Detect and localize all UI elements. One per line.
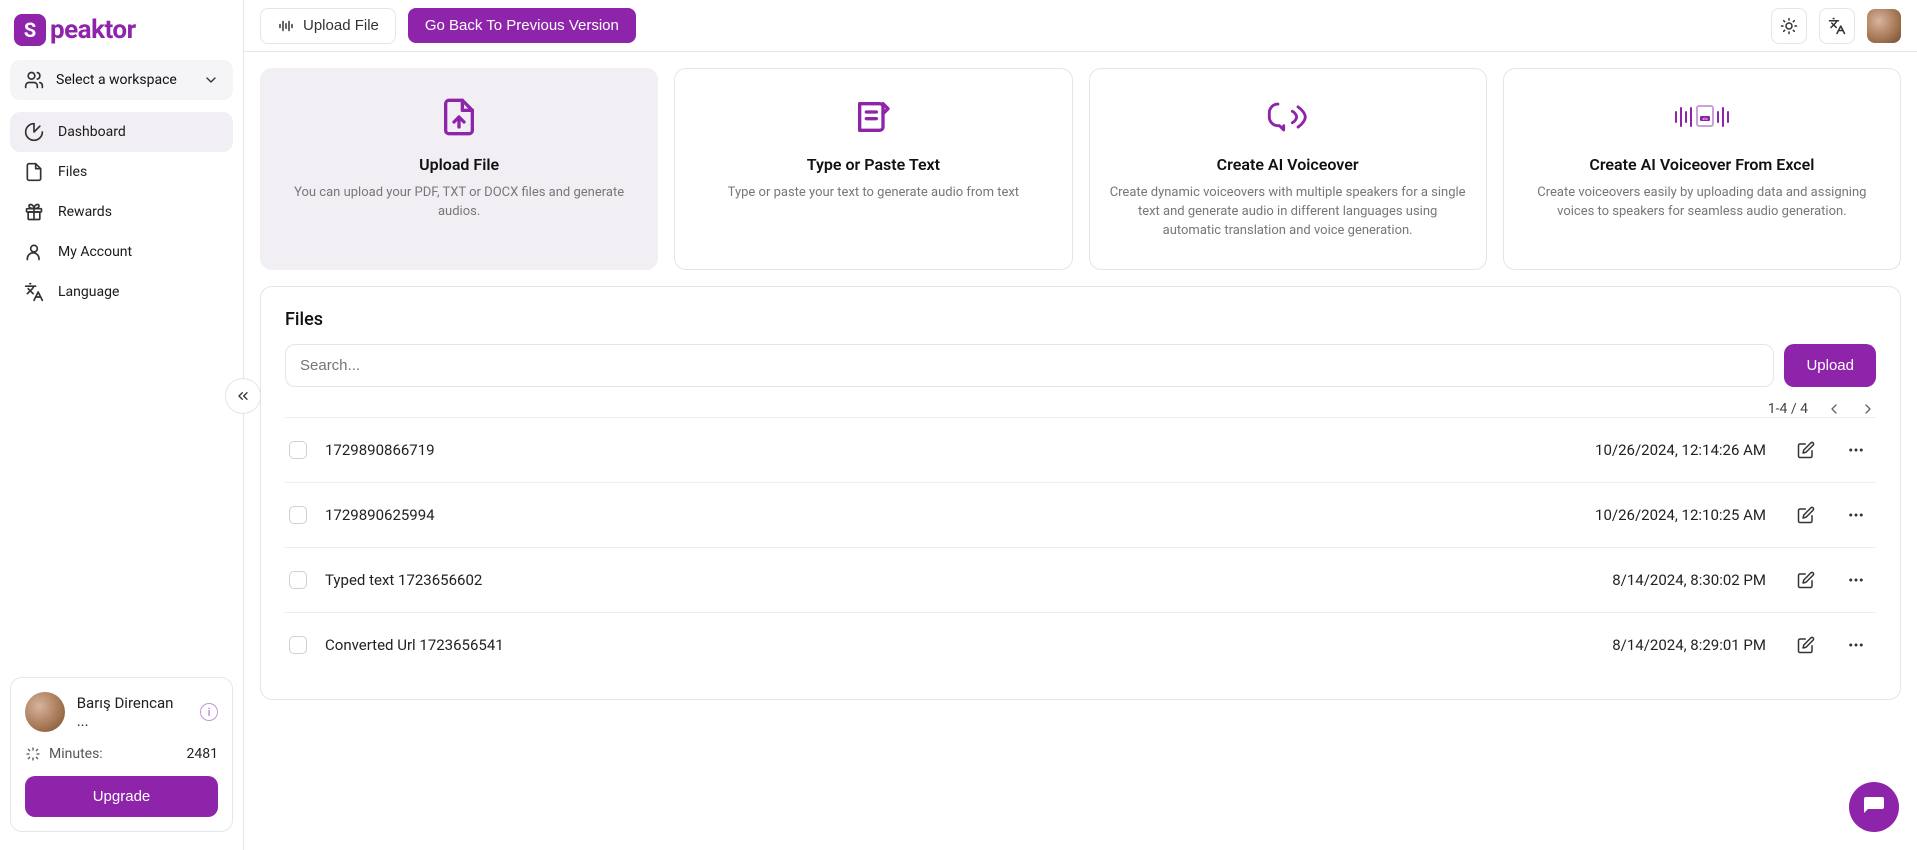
file-checkbox[interactable] (289, 506, 307, 524)
pagination-next-button[interactable] (1860, 401, 1876, 417)
sidebar-item-label: Language (58, 284, 119, 300)
files-icon (24, 162, 44, 182)
card-upload-file-icon (439, 97, 479, 137)
pagination-prev-button[interactable] (1826, 401, 1842, 417)
file-name: 1729890866719 (325, 441, 1577, 459)
file-row[interactable]: Typed text 1723656602 8/14/2024, 8:30:02 … (285, 547, 1876, 612)
file-edit-button[interactable] (1790, 434, 1822, 466)
sidebar-item-my-account[interactable]: My Account (10, 232, 233, 272)
file-row[interactable]: 1729890866719 10/26/2024, 12:14:26 AM (285, 417, 1876, 482)
action-cards-row: Upload File You can upload your PDF, TXT … (260, 68, 1901, 270)
file-date: 8/14/2024, 8:29:01 PM (1612, 636, 1766, 654)
card-voiceover[interactable]: Create AI Voiceover Create dynamic voiceo… (1089, 68, 1487, 270)
file-date: 8/14/2024, 8:30:02 PM (1612, 571, 1766, 589)
chevron-down-icon (203, 72, 219, 88)
file-name: 1729890625994 (325, 506, 1577, 524)
info-icon[interactable]: i (200, 703, 218, 721)
files-search-input[interactable] (285, 344, 1774, 387)
sidebar-item-language[interactable]: Language (10, 272, 233, 312)
file-name: Typed text 1723656602 (325, 571, 1594, 589)
files-upload-button[interactable]: Upload (1784, 344, 1876, 387)
chat-fab-button[interactable] (1849, 782, 1899, 832)
files-heading: Files (285, 309, 1876, 330)
brand-mark-icon: S (14, 14, 46, 46)
sidebar-item-files[interactable]: Files (10, 152, 233, 192)
card-title: Type or Paste Text (807, 155, 940, 174)
sidebar-nav: Dashboard Files Rewards My Account Language (10, 112, 233, 312)
chat-icon (1862, 795, 1886, 819)
file-more-button[interactable] (1840, 564, 1872, 596)
language-icon (24, 282, 44, 302)
sidebar-item-rewards[interactable]: Rewards (10, 192, 233, 232)
file-date: 10/26/2024, 12:14:26 AM (1595, 441, 1766, 459)
user-avatar (25, 692, 65, 732)
sidebar-item-label: Dashboard (58, 124, 126, 140)
sidebar-item-label: Files (58, 164, 87, 180)
files-pagination: 1-4 / 4 (285, 401, 1876, 417)
file-edit-button[interactable] (1790, 499, 1822, 531)
theme-toggle-button[interactable] (1771, 8, 1807, 44)
topbar: Upload File Go Back To Previous Version (244, 0, 1917, 52)
file-date: 10/26/2024, 12:10:25 AM (1595, 506, 1766, 524)
card-type-text-icon (853, 97, 893, 137)
sidebar-collapse-button[interactable] (225, 378, 261, 414)
file-checkbox[interactable] (289, 441, 307, 459)
file-row[interactable]: Converted Url 1723656541 8/14/2024, 8:29:… (285, 612, 1876, 677)
waveform-icon (277, 17, 295, 35)
card-upload-file[interactable]: Upload File You can upload your PDF, TXT … (260, 68, 658, 270)
language-button[interactable] (1819, 8, 1855, 44)
svg-text:xls: xls (1702, 116, 1707, 121)
translate-icon (1828, 17, 1846, 35)
topbar-user-avatar[interactable] (1867, 9, 1901, 43)
sparkle-icon (25, 746, 41, 762)
file-row[interactable]: 1729890625994 10/26/2024, 12:10:25 AM (285, 482, 1876, 547)
file-more-button[interactable] (1840, 629, 1872, 661)
pagination-text: 1-4 / 4 (1768, 401, 1808, 417)
file-name: Converted Url 1723656541 (325, 636, 1594, 654)
sidebar-user-card: Barış Direncan ... i Minutes: 2481 Upgra… (10, 677, 233, 832)
dashboard-icon (24, 122, 44, 142)
upgrade-button[interactable]: Upgrade (25, 776, 218, 817)
files-table: 172989086671910/26/2024, 12:14:26 AM1729… (285, 417, 1876, 677)
main: Upload File Go Back To Previous Version … (244, 0, 1917, 850)
sidebar: S peaktor Select a workspace Dashboard Fi… (0, 0, 244, 850)
card-title: Create AI Voiceover (1217, 155, 1359, 174)
workspace-label: Select a workspace (56, 72, 177, 88)
users-icon (24, 70, 44, 90)
card-voiceover-icon (1265, 97, 1311, 137)
card-title: Create AI Voiceover From Excel (1589, 155, 1814, 174)
go-back-button[interactable]: Go Back To Previous Version (408, 8, 636, 43)
card-description: You can upload your PDF, TXT or DOCX fil… (281, 184, 637, 222)
files-panel: Files Upload 1-4 / 4 1729890866719 10/26/… (260, 286, 1901, 700)
user-name: Barış Direncan ... (77, 694, 188, 730)
card-title: Upload File (419, 155, 499, 174)
card-type-text[interactable]: Type or Paste Text Type or paste your tex… (674, 68, 1072, 270)
file-edit-button[interactable] (1790, 629, 1822, 661)
upload-file-label: Upload File (303, 17, 379, 34)
rewards-icon (24, 202, 44, 222)
card-description: Create dynamic voiceovers with multiple … (1110, 184, 1466, 241)
brand-name: peaktor (50, 15, 136, 45)
workspace-selector[interactable]: Select a workspace (10, 60, 233, 100)
card-voiceover-excel[interactable]: xls Create AI Voiceover From Excel Create … (1503, 68, 1901, 270)
my-account-icon (24, 242, 44, 262)
file-more-button[interactable] (1840, 499, 1872, 531)
sidebar-item-label: My Account (58, 244, 132, 260)
card-description: Create voiceovers easily by uploading da… (1524, 184, 1880, 222)
file-checkbox[interactable] (289, 636, 307, 654)
card-description: Type or paste your text to generate audi… (728, 184, 1019, 203)
file-edit-button[interactable] (1790, 564, 1822, 596)
sidebar-item-dashboard[interactable]: Dashboard (10, 112, 233, 152)
brand-logo[interactable]: S peaktor (10, 8, 233, 60)
upload-file-button[interactable]: Upload File (260, 8, 396, 44)
minutes-label: Minutes: (49, 746, 103, 762)
file-more-button[interactable] (1840, 434, 1872, 466)
file-checkbox[interactable] (289, 571, 307, 589)
card-voiceover-excel-icon: xls (1672, 97, 1732, 137)
minutes-value: 2481 (187, 746, 218, 762)
sidebar-item-label: Rewards (58, 204, 112, 220)
sun-icon (1780, 17, 1798, 35)
